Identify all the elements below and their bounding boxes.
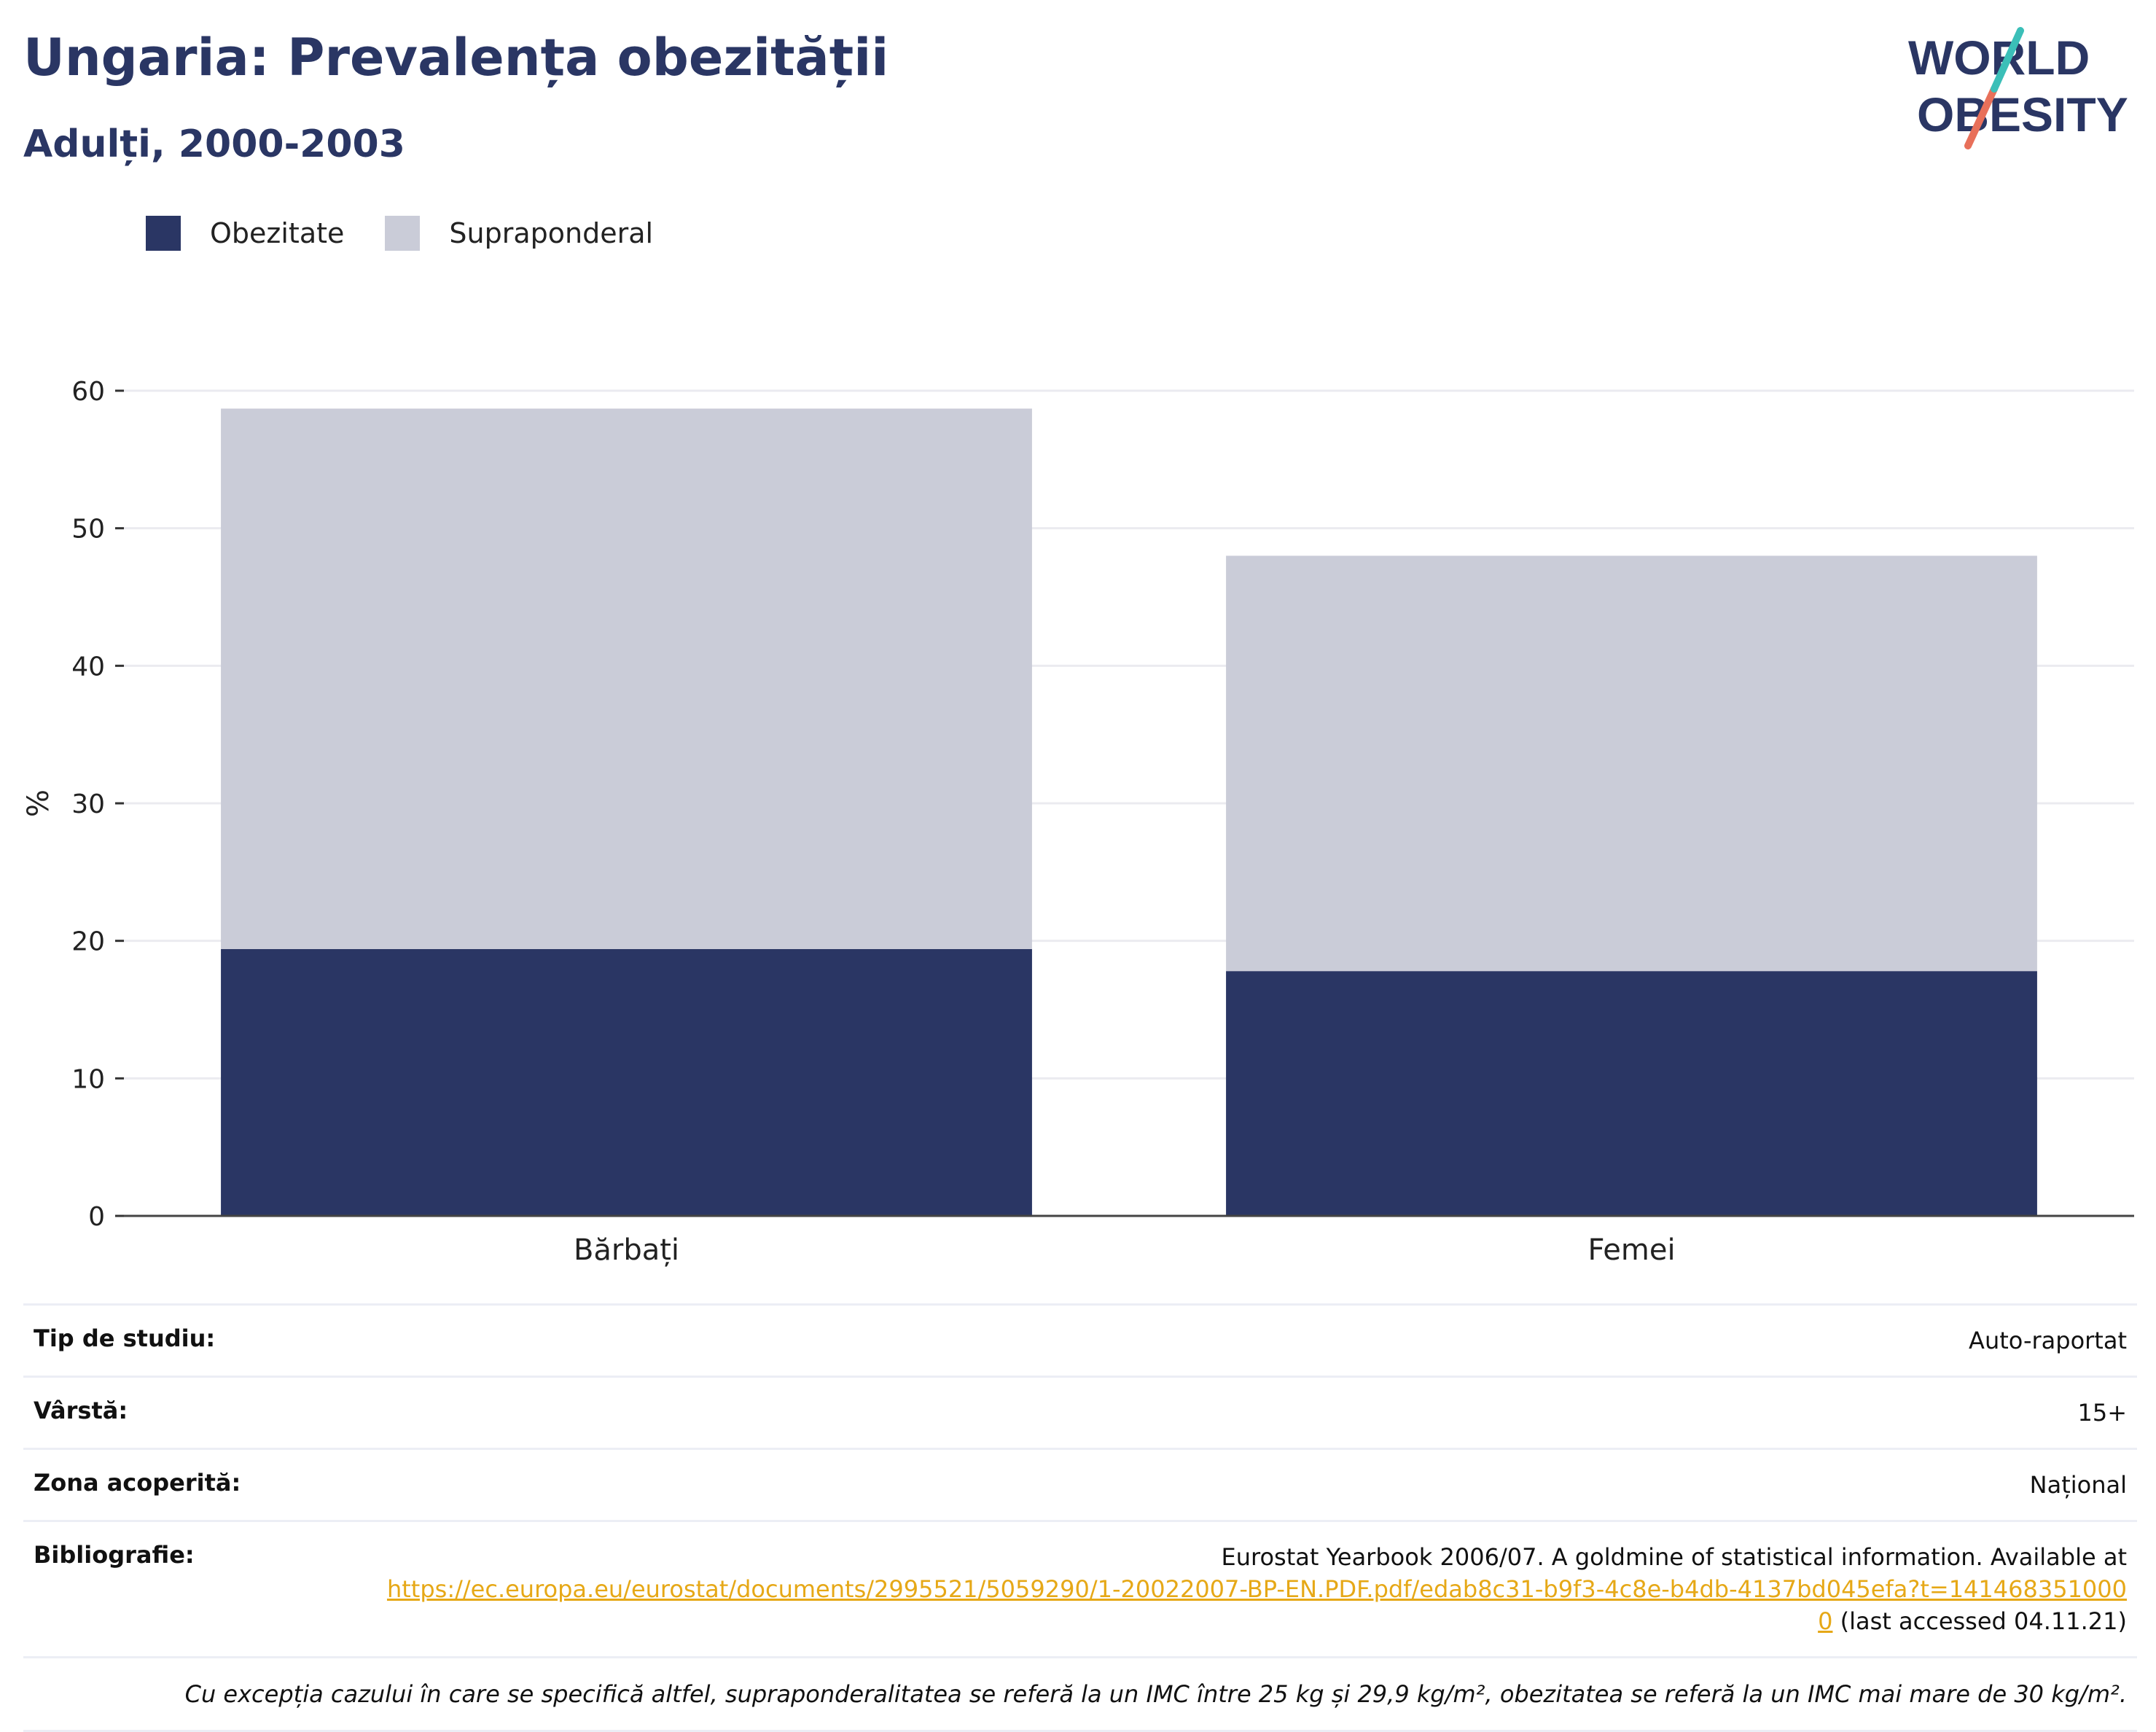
- y-tick-label-10: 10: [71, 1064, 105, 1094]
- info-value-age: 15+: [2077, 1399, 2127, 1427]
- x-tick-label-1: Femei: [1587, 1233, 1675, 1267]
- y-tick-label-20: 20: [71, 927, 105, 957]
- info-label-study-type: Tip de studiu:: [34, 1325, 216, 1352]
- bar-obesity-0: [221, 948, 1032, 1216]
- y-tick-label-50: 50: [71, 515, 105, 545]
- logo-slash-red: [1964, 85, 1998, 149]
- info-table: Tip de studiu: Auto-raportat Vârstă: 15+…: [23, 1303, 2137, 1732]
- bar-overweight-0: [221, 408, 1032, 949]
- legend-item-obesity[interactable]: Obezitate: [146, 216, 344, 251]
- legend: Obezitate Supraponderal: [146, 216, 694, 251]
- chart-title: Ungaria: Prevalența obezității: [23, 28, 889, 87]
- world-obesity-logo: WORLD OBESITY: [1908, 27, 2128, 149]
- definition-note: Cu excepția cazului în care se specifică…: [23, 1656, 2137, 1732]
- y-tick-label-0: 0: [88, 1202, 105, 1232]
- chart-subtitle: Adulți, 2000-2003: [23, 122, 405, 166]
- y-axis-label: %: [22, 789, 55, 817]
- bar-chart: 0 10 20 30 40 50 60% Bărbați Femei: [22, 377, 2134, 1267]
- legend-swatch-obesity: [146, 216, 181, 251]
- info-row-bibliography: Bibliografie: Eurostat Yearbook 2006/07.…: [23, 1520, 2137, 1656]
- legend-item-overweight[interactable]: Supraponderal: [385, 216, 653, 251]
- info-label-bibliography: Bibliografie:: [34, 1541, 195, 1569]
- info-value-coverage: Național: [2029, 1471, 2127, 1499]
- bibliography-link[interactable]: https://ec.europa.eu/eurostat/documents/…: [386, 1575, 2127, 1635]
- legend-label-overweight: Supraponderal: [449, 217, 654, 249]
- bibliography-accessed: (last accessed 04.11.21): [1840, 1607, 2127, 1635]
- info-value-study-type: Auto-raportat: [1969, 1327, 2127, 1354]
- bar-overweight-1: [1226, 555, 2037, 972]
- y-tick-label-60: 60: [71, 377, 105, 407]
- info-row-coverage: Zona acoperită: Național: [23, 1448, 2137, 1520]
- logo-line2: OBESITY: [1917, 87, 2128, 141]
- info-row-age: Vârstă: 15+: [23, 1376, 2137, 1448]
- info-label-age: Vârstă:: [34, 1397, 128, 1424]
- info-row-study-type: Tip de studiu: Auto-raportat: [23, 1303, 2137, 1376]
- info-value-bibliography: Eurostat Yearbook 2006/07. A goldmine of…: [378, 1541, 2127, 1637]
- x-tick-label-0: Bărbați: [574, 1233, 679, 1267]
- logo-slash-teal: [1991, 27, 2024, 93]
- legend-swatch-overweight: [385, 216, 421, 251]
- y-tick-label-40: 40: [71, 652, 105, 682]
- bibliography-text: Eurostat Yearbook 2006/07. A goldmine of…: [1221, 1543, 2128, 1571]
- bar-obesity-1: [1226, 971, 2037, 1216]
- legend-label-obesity: Obezitate: [210, 217, 345, 249]
- info-label-coverage: Zona acoperită:: [34, 1469, 241, 1497]
- y-tick-label-30: 30: [71, 789, 105, 819]
